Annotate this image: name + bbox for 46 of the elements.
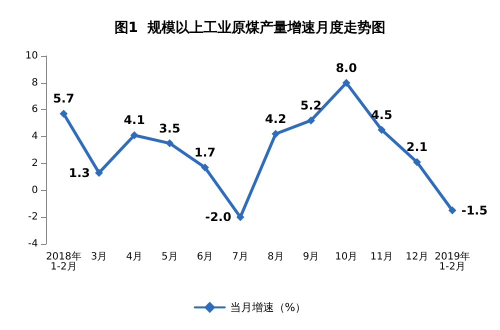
y-tick-label: -4 — [28, 238, 38, 250]
data-label: 3.5 — [159, 121, 180, 136]
data-label: -1.5 — [461, 203, 488, 218]
point — [307, 116, 315, 124]
y-tick-label: 4 — [32, 131, 38, 142]
point — [272, 130, 280, 138]
y-tick-label: 10 — [25, 50, 38, 62]
point — [95, 168, 103, 177]
x-tick-label: 2018年 1-2月 — [46, 250, 82, 272]
chart-title: 图1 规模以上工业原煤产量增速月度走势图 — [114, 19, 386, 36]
data-label: 4.5 — [371, 108, 392, 122]
y-tick-label: 2 — [32, 158, 38, 169]
point — [201, 163, 209, 172]
y-tick-label: -2 — [28, 212, 38, 223]
point — [236, 213, 244, 222]
data-label: 4.2 — [265, 112, 286, 126]
y-tick-label: 6 — [32, 104, 38, 116]
point — [60, 110, 68, 118]
y-tick-label: 0 — [32, 184, 38, 196]
y-tick-label: 8 — [32, 77, 38, 88]
point — [448, 206, 456, 214]
data-label: -2.0 — [205, 210, 232, 224]
point — [378, 126, 386, 134]
x-tick-label: 10月 — [334, 252, 358, 262]
x-tick-label: 4月 — [126, 252, 143, 262]
point — [130, 131, 138, 140]
x-tick-label: 9月 — [302, 252, 320, 262]
data-label: 1.3 — [68, 166, 90, 180]
x-tick-label: 12月 — [406, 252, 428, 262]
data-label: 1.7 — [194, 145, 216, 160]
data-label: 5.7 — [53, 92, 74, 106]
x-tick-label: 7月 — [232, 252, 249, 262]
x-tick-label: 11月 — [370, 252, 394, 262]
legend-label: 当月增速（%） — [230, 300, 306, 314]
x-tick-label: 5月 — [161, 252, 178, 262]
x-tick-label: 6月 — [196, 252, 214, 262]
x-tick-label: 8月 — [267, 252, 284, 262]
x-tick-label: 2019年 1-2月 — [434, 250, 470, 272]
point — [342, 78, 350, 87]
point — [413, 158, 421, 166]
x-tick-label: 3月 — [90, 252, 108, 262]
data-label: 5.2 — [300, 98, 322, 112]
data-label: 4.1 — [124, 113, 145, 128]
point — [166, 139, 174, 148]
data-label: 2.1 — [406, 140, 428, 154]
data-label: 8.0 — [336, 60, 357, 75]
